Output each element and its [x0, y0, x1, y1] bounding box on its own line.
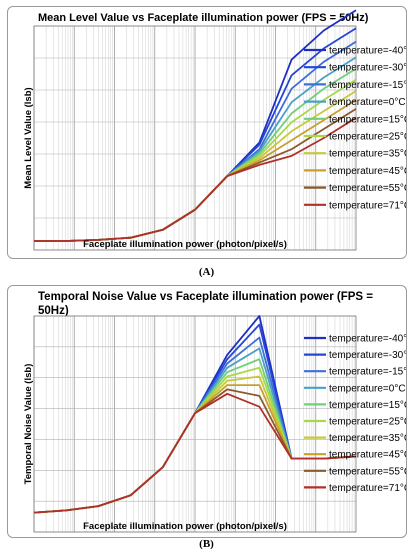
legend-entry-0: temperature=-40°C [329, 46, 406, 57]
mean-level-chart: temperature=-40°C temperature=-30°C temper… [23, 9, 406, 251]
chart-title: Mean Level Value vs Faceplate illuminati… [38, 12, 369, 24]
chart-panel-mean-level: Mean Level Value vs Faceplate illuminati… [7, 6, 407, 259]
y-axis-label: Mean Level Value (lsb) [23, 87, 34, 188]
legend-entry-8: temperature=55°C [329, 466, 406, 477]
x-axis-label: Faceplate illumination power (photon/pix… [83, 239, 287, 250]
plot-frame [33, 315, 357, 533]
chart-panel-temporal-noise: Temporal Noise Value vs Faceplate illumi… [7, 285, 407, 538]
legend-entry-5: temperature=25°C [329, 132, 406, 143]
chart-title: Temporal Noise Value vs Faceplate illumi… [38, 291, 373, 317]
legend-entry-1: temperature=-30°C [329, 63, 406, 74]
legend-entry-2: temperature=-15°C [329, 80, 406, 91]
temporal-noise-chart: temperature=-40°C temperature=-30°C temper… [23, 315, 406, 533]
legend: temperature=-40°C temperature=-30°C temper… [304, 46, 406, 211]
legend-entry-1: temperature=-30°C [329, 350, 406, 361]
grid [33, 25, 356, 251]
y-axis-label: Temporal Noise Value (lsb) [23, 364, 34, 485]
legend-entry-7: temperature=45°C [329, 166, 406, 177]
series-line-9 [33, 392, 357, 514]
legend-entry-9: temperature=71°C [329, 483, 406, 494]
series-line-9 [34, 117, 357, 242]
plot-frame [33, 25, 357, 251]
legend-entry-2: temperature=-15°C [329, 367, 406, 378]
series-lines [33, 315, 357, 514]
caption-b: (B) [199, 538, 214, 550]
legend-entry-6: temperature=35°C [329, 149, 406, 160]
series-lines [34, 9, 357, 242]
legend-entry-0: temperature=-40°C [329, 334, 406, 345]
legend-entry-3: temperature=0°C [329, 97, 406, 108]
legend-entry-7: temperature=45°C [329, 450, 406, 461]
legend-entry-4: temperature=15°C [329, 114, 406, 125]
legend-entry-8: temperature=55°C [329, 183, 406, 194]
legend-entry-4: temperature=15°C [329, 400, 406, 411]
legend: temperature=-40°C temperature=-30°C temper… [304, 334, 406, 494]
legend-entry-5: temperature=25°C [329, 417, 406, 428]
grid [33, 315, 356, 533]
caption-a: (A) [198, 266, 215, 278]
legend-entry-3: temperature=0°C [329, 383, 406, 394]
legend-entry-6: temperature=35°C [329, 433, 406, 444]
legend-entry-9: temperature=71°C [329, 200, 406, 211]
x-axis-label: Faceplate illumination power (photon/pix… [83, 521, 287, 532]
